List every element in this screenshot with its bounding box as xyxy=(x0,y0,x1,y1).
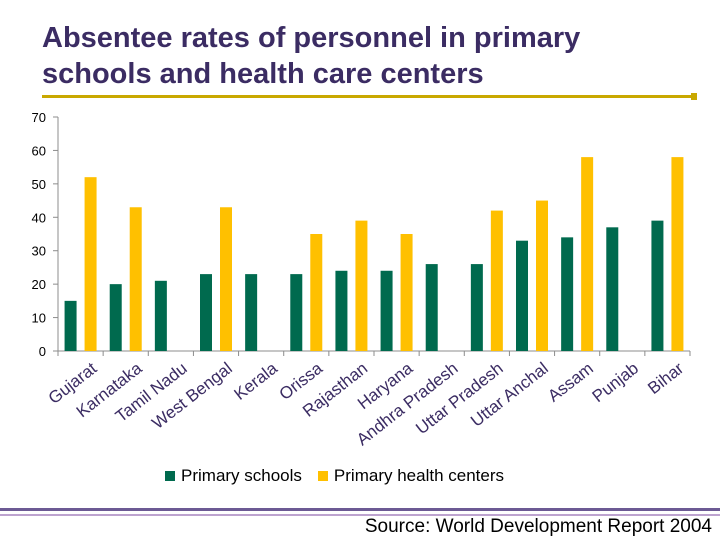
legend-swatch-primary-schools xyxy=(165,471,175,481)
x-tick-label: Assam xyxy=(544,359,597,406)
chart-title: Absentee rates of personnel in primary s… xyxy=(42,22,581,90)
bar-primary-schools xyxy=(425,264,438,351)
bar-primary-schools xyxy=(64,300,77,351)
y-tick-label: 40 xyxy=(32,210,46,225)
legend-label-primary-health-centers: Primary health centers xyxy=(333,466,504,485)
bar-primary-schools xyxy=(606,227,619,351)
source-note: Source: World Development Report 2004 xyxy=(362,516,714,538)
title-divider xyxy=(42,93,697,100)
bar-primary-schools xyxy=(380,270,393,351)
y-tick-label: 20 xyxy=(32,277,46,292)
bar-primary-health-centers xyxy=(490,210,503,351)
y-tick-label: 70 xyxy=(32,110,46,125)
legend-swatch-primary-health-centers xyxy=(317,471,328,481)
bar-primary-schools xyxy=(470,264,483,351)
bar-primary-schools xyxy=(651,220,664,351)
legend-item-primary-health-centers: Primary health centers xyxy=(317,466,504,486)
bar-primary-health-centers xyxy=(671,157,684,351)
bar-primary-health-centers xyxy=(581,157,594,351)
bar-primary-schools xyxy=(154,280,167,351)
x-tick-label: Bihar xyxy=(644,358,687,398)
bar-primary-health-centers xyxy=(220,207,232,351)
bar-primary-schools xyxy=(290,274,303,351)
bar-primary-health-centers xyxy=(310,234,323,351)
bar-primary-health-centers xyxy=(355,220,368,351)
bar-primary-schools xyxy=(200,274,212,351)
y-tick-label: 50 xyxy=(32,177,46,192)
y-tick-label: 10 xyxy=(32,311,46,326)
bar-primary-schools xyxy=(561,237,574,351)
legend-item-primary-schools: Primary schools xyxy=(165,466,302,486)
x-tick-label: Kerala xyxy=(231,358,282,404)
bar-primary-schools xyxy=(109,284,122,351)
footer-divider xyxy=(0,508,720,516)
bar-primary-health-centers xyxy=(536,200,548,351)
y-tick-label: 30 xyxy=(32,244,46,259)
bar-primary-schools xyxy=(335,270,348,351)
bar-primary-schools xyxy=(245,274,258,351)
legend-label-primary-schools: Primary schools xyxy=(181,466,302,485)
x-tick-label: Punjab xyxy=(589,359,642,407)
bar-primary-health-centers xyxy=(129,207,142,351)
bar-primary-health-centers xyxy=(84,177,97,351)
y-tick-label: 60 xyxy=(32,143,46,158)
bar-primary-schools xyxy=(516,240,528,351)
bar-primary-health-centers xyxy=(400,234,413,351)
y-tick-label: 0 xyxy=(39,344,46,359)
chart-legend: Primary schools Primary health centers xyxy=(165,466,504,486)
